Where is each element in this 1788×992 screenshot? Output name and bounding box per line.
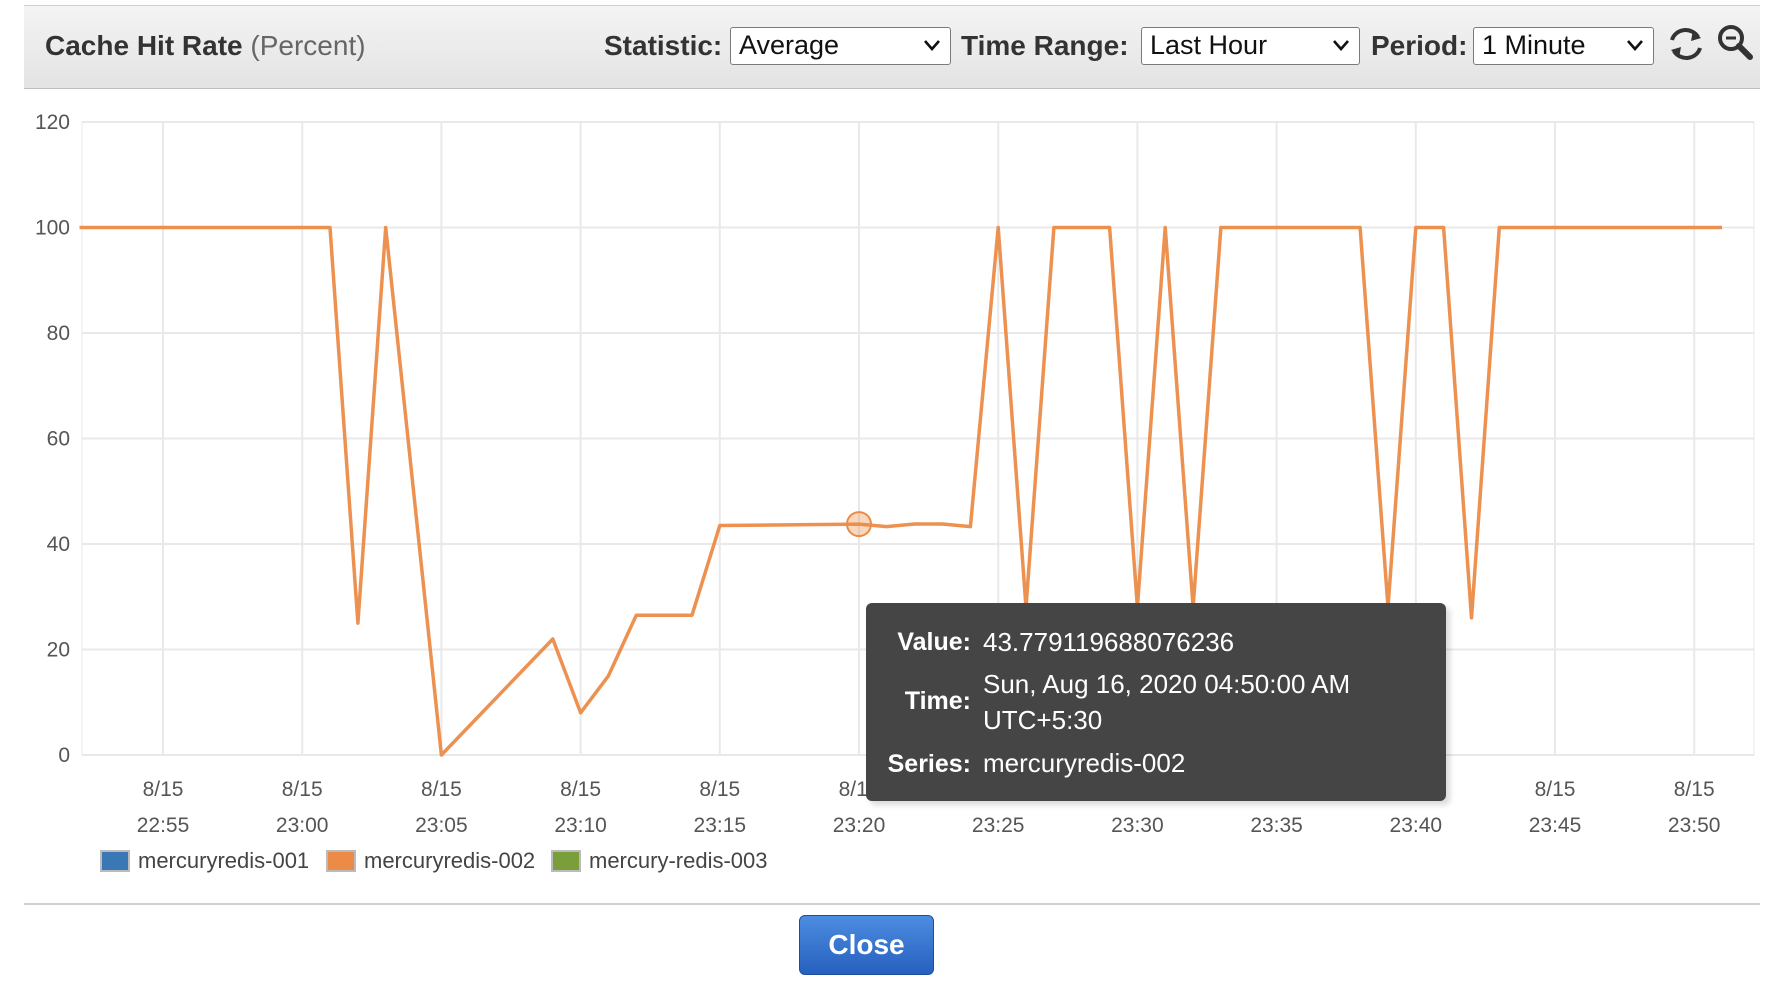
data-point-tooltip: Value: 43.779119688076236 Time: Sun, Aug… [866, 603, 1446, 801]
chart-unit: (Percent) [250, 30, 366, 61]
statistic-label: Statistic: [604, 30, 723, 61]
tooltip-value-label: Value: [897, 628, 971, 656]
x-tick-date: 8/15 [143, 778, 184, 801]
tooltip-series: mercuryredis-002 [983, 748, 1186, 778]
legend-label: mercury-redis-003 [589, 848, 768, 873]
legend-label: mercuryredis-002 [364, 848, 536, 873]
x-tick-date: 8/15 [560, 778, 601, 801]
legend-label: mercuryredis-001 [138, 848, 310, 873]
x-tick-time: 22:55 [137, 814, 190, 837]
x-tick-date: 8/15 [282, 778, 323, 801]
period-select-value: 1 Minute [1482, 30, 1586, 60]
tooltip-value: 43.779119688076236 [983, 627, 1235, 657]
tooltip-time: Sun, Aug 16, 2020 04:50:00 AM [983, 669, 1351, 699]
footer-divider [24, 903, 1760, 905]
time-range-select-value: Last Hour [1150, 30, 1268, 60]
chevron-down-icon [924, 40, 940, 51]
x-tick-date: 8/15 [699, 778, 740, 801]
x-tick-time: 23:10 [554, 814, 607, 837]
tooltip-series-label: Series: [887, 750, 971, 778]
y-tick-label: 0 [58, 744, 70, 767]
y-tick-label: 20 [47, 639, 70, 662]
x-tick-time: 23:30 [1111, 814, 1164, 837]
y-tick-label: 80 [47, 322, 70, 345]
x-tick-date: 8/15 [421, 778, 462, 801]
tooltip-time-label: Time: [904, 687, 971, 715]
x-tick-date: 8/15 [1535, 778, 1576, 801]
chart-title: Cache Hit Rate (Percent) [45, 30, 366, 62]
period-select[interactable]: 1 Minute [1473, 27, 1654, 65]
x-tick-time: 23:05 [415, 814, 468, 837]
x-tick-time: 23:45 [1529, 814, 1582, 837]
highlighted-data-point [846, 511, 872, 538]
time-range-label: Time Range: [961, 30, 1129, 61]
statistic-select-value: Average [739, 30, 840, 60]
y-tick-label: 40 [47, 533, 70, 556]
x-tick-time: 23:40 [1390, 814, 1443, 837]
legend-swatch [326, 850, 356, 872]
y-tick-label: 60 [47, 428, 70, 451]
legend-item-mercuryredis-002[interactable]: mercuryredis-002 [326, 848, 535, 874]
legend-item-mercuryredis-001[interactable]: mercuryredis-001 [100, 848, 309, 874]
x-tick-time: 23:25 [972, 814, 1025, 837]
close-button[interactable]: Close [799, 915, 934, 975]
x-tick-time: 23:35 [1250, 814, 1303, 837]
chart-title-text: Cache Hit Rate [45, 30, 243, 61]
period-label: Period: [1371, 30, 1468, 61]
legend-swatch [551, 850, 581, 872]
x-tick-time: 23:15 [694, 814, 747, 837]
refresh-icon[interactable] [1664, 22, 1708, 66]
tooltip-timezone: UTC+5:30 [983, 705, 1103, 735]
time-range-select[interactable]: Last Hour [1141, 27, 1360, 65]
statistic-select[interactable]: Average [730, 27, 951, 65]
legend-swatch [100, 850, 130, 872]
chevron-down-icon [1627, 40, 1643, 51]
x-tick-time: 23:20 [833, 814, 886, 837]
y-tick-label: 100 [35, 217, 70, 240]
x-tick-time: 23:00 [276, 814, 329, 837]
y-tick-label: 120 [35, 111, 70, 134]
zoom-icon[interactable] [1714, 22, 1758, 66]
chart-toolbar: Cache Hit Rate (Percent) Statistic: Aver… [24, 5, 1760, 89]
x-tick-date: 8/15 [1674, 778, 1715, 801]
legend-item-mercury-redis-003[interactable]: mercury-redis-003 [551, 848, 768, 874]
x-tick-time: 23:50 [1668, 814, 1721, 837]
chevron-down-icon [1333, 40, 1349, 51]
